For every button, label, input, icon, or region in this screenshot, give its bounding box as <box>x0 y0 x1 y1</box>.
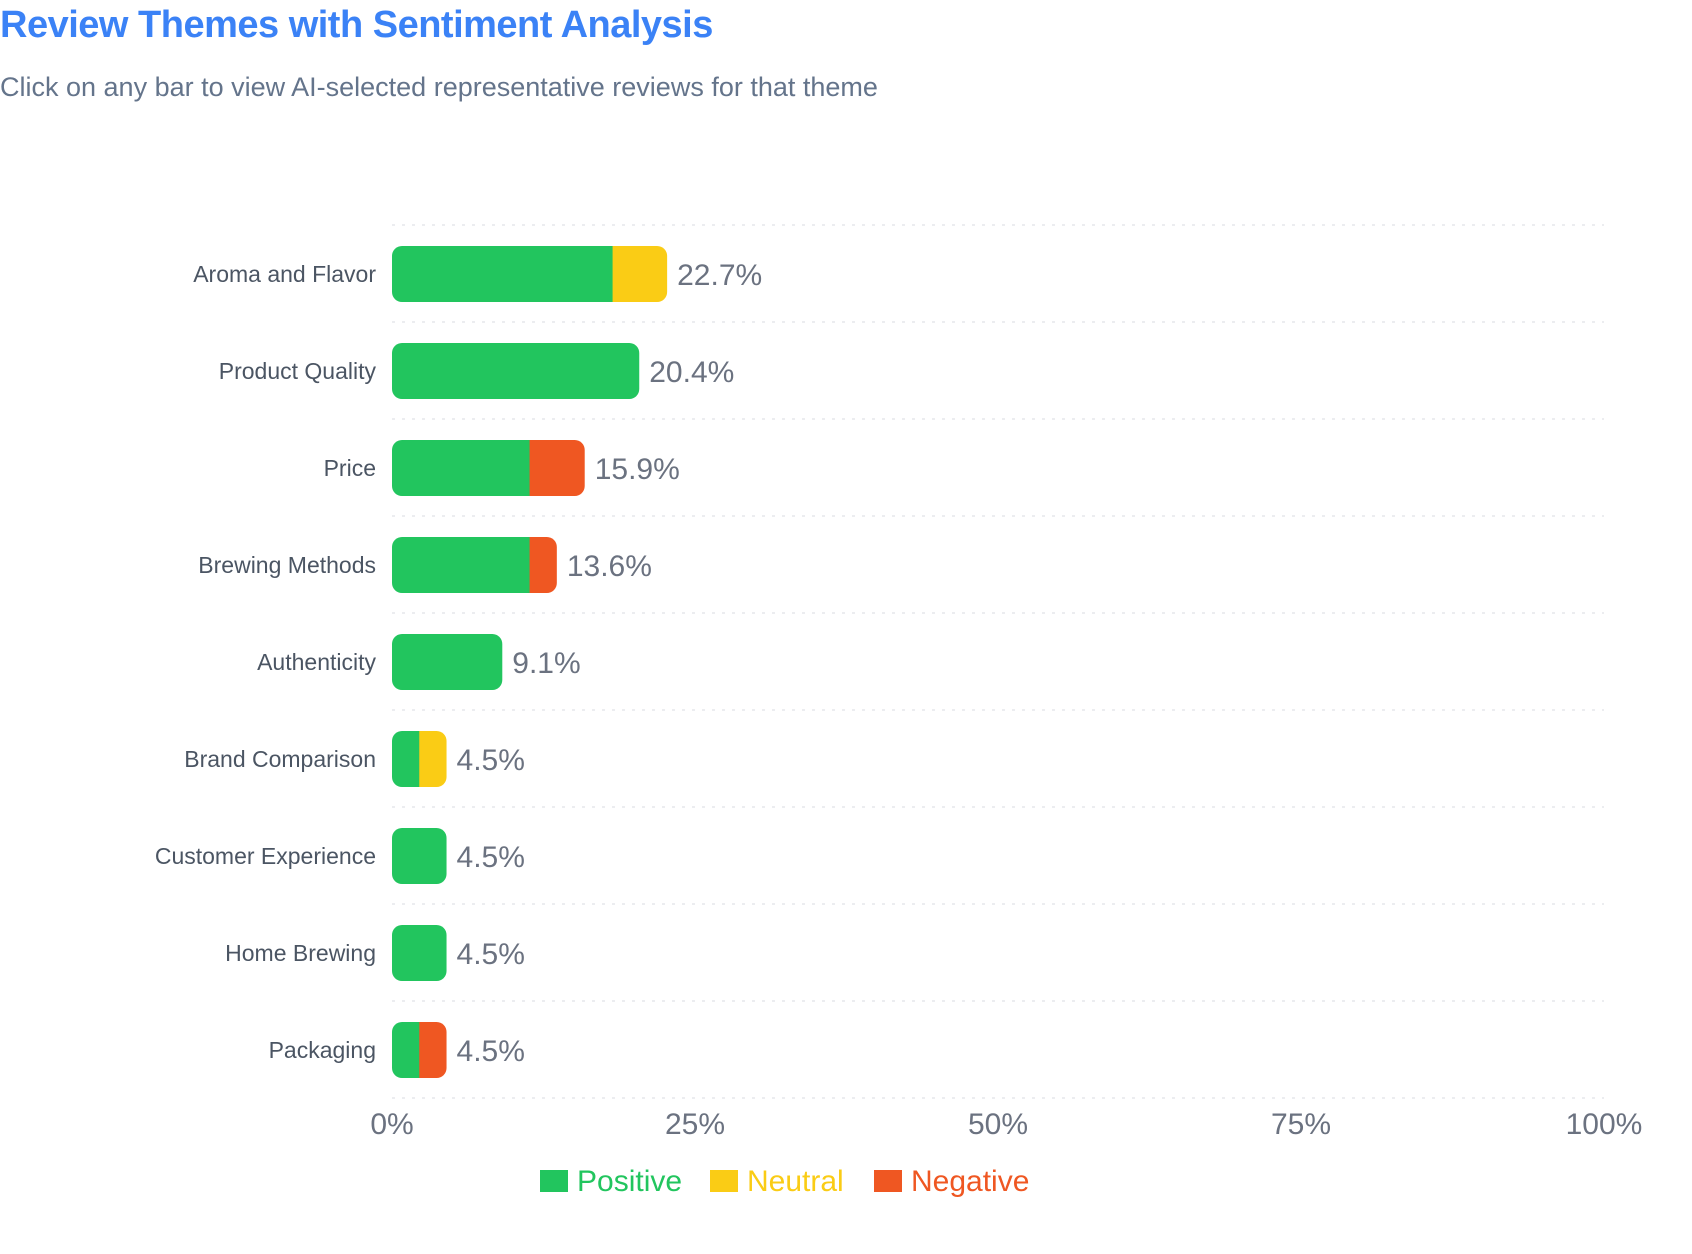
legend: Positive Neutral Negative <box>540 1165 1029 1198</box>
value-label: 4.5% <box>457 744 525 777</box>
value-label: 4.5% <box>457 841 525 874</box>
bar-brewing-methods[interactable] <box>392 537 557 593</box>
page-subtitle: Click on any bar to view AI-selected rep… <box>0 72 878 102</box>
page-title: Review Themes with Sentiment Analysis <box>0 4 713 46</box>
category-label: Customer Experience <box>155 843 376 869</box>
category-label: Aroma and Flavor <box>193 261 376 287</box>
value-label: 9.1% <box>512 647 580 680</box>
legend-swatch <box>710 1170 738 1192</box>
legend-label: Negative <box>911 1165 1029 1198</box>
bar-segment-neutral-brand-comparison[interactable] <box>419 731 447 787</box>
bar-brand-comparison[interactable] <box>392 731 447 787</box>
legend-label: Neutral <box>747 1165 844 1198</box>
bar-segment-positive-aroma-and-flavor[interactable] <box>392 246 614 302</box>
labels-layer: Aroma and Flavor 22.7% Product Quality 20.4… <box>155 259 762 1068</box>
grid-layer <box>392 224 1604 1099</box>
bar-price[interactable] <box>392 440 585 496</box>
bar-authenticity[interactable] <box>392 634 503 690</box>
value-label: 4.5% <box>457 938 525 971</box>
category-label: Home Brewing <box>225 940 376 966</box>
bar-segment-positive-brewing-methods[interactable] <box>392 537 531 593</box>
x-tick-label: 100% <box>1566 1108 1643 1141</box>
x-tick-label: 75% <box>1271 1108 1331 1141</box>
bar-segment-positive-authenticity[interactable] <box>392 634 503 690</box>
bar-segment-positive-packaging[interactable] <box>392 1022 420 1078</box>
value-label: 20.4% <box>649 356 734 389</box>
legend-swatch <box>874 1170 902 1192</box>
bar-segment-negative-brewing-methods[interactable] <box>529 537 558 593</box>
legend-item-positive[interactable]: Positive <box>540 1165 682 1198</box>
legend-label: Positive <box>577 1165 682 1198</box>
bar-product-quality[interactable] <box>392 343 640 399</box>
value-label: 4.5% <box>457 1035 525 1068</box>
category-label: Price <box>324 455 376 481</box>
x-tick-label: 0% <box>370 1108 413 1141</box>
legend-item-neutral[interactable]: Neutral <box>710 1165 844 1198</box>
bar-customer-experience[interactable] <box>392 828 447 884</box>
bar-segment-negative-packaging[interactable] <box>419 1022 447 1078</box>
x-tick-label: 50% <box>968 1108 1028 1141</box>
bar-segment-negative-price[interactable] <box>529 440 586 496</box>
legend-item-negative[interactable]: Negative <box>874 1165 1029 1198</box>
bar-aroma-and-flavor[interactable] <box>392 246 668 302</box>
category-label: Brand Comparison <box>184 746 376 772</box>
bars-layer <box>392 246 668 1078</box>
legend-swatch <box>540 1170 568 1192</box>
bar-home-brewing[interactable] <box>392 925 447 981</box>
bar-segment-positive-price[interactable] <box>392 440 531 496</box>
x-tick-label: 25% <box>665 1108 725 1141</box>
value-label: 15.9% <box>595 453 680 486</box>
value-label: 13.6% <box>567 550 652 583</box>
category-label: Brewing Methods <box>198 552 376 578</box>
bar-packaging[interactable] <box>392 1022 447 1078</box>
bar-segment-positive-brand-comparison[interactable] <box>392 731 420 787</box>
bar-segment-neutral-aroma-and-flavor[interactable] <box>612 246 668 302</box>
bar-segment-positive-customer-experience[interactable] <box>392 828 447 884</box>
x-axis: 0% 25% 50% 75% 100% <box>370 1108 1642 1141</box>
value-label: 22.7% <box>677 259 762 292</box>
bar-segment-positive-home-brewing[interactable] <box>392 925 447 981</box>
category-label: Authenticity <box>257 649 376 675</box>
category-label: Product Quality <box>219 358 377 384</box>
bar-segment-positive-product-quality[interactable] <box>392 343 640 399</box>
category-label: Packaging <box>269 1037 376 1063</box>
